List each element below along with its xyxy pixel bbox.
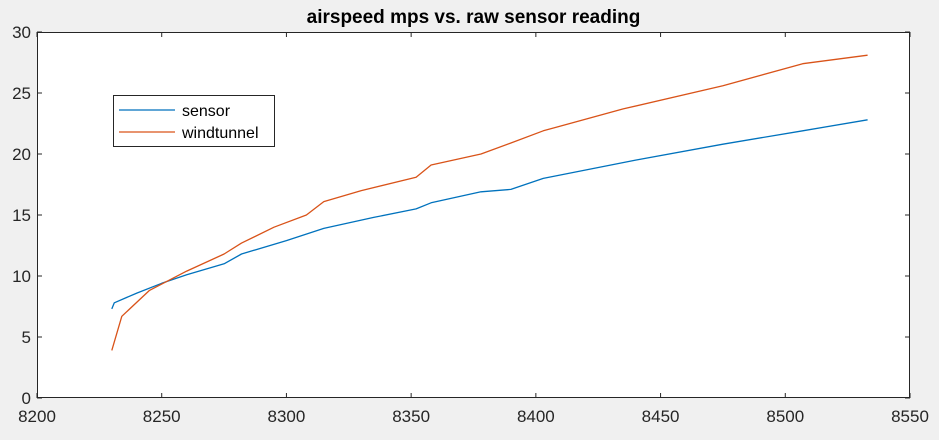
y-tick-label: 10 [12,267,31,286]
legend-label-sensor: sensor [182,103,231,120]
x-tick-label: 8350 [392,407,430,426]
x-tick-label: 8400 [517,407,555,426]
x-tick-label: 8500 [766,407,804,426]
x-tick-label: 8550 [891,407,929,426]
x-tick-label: 8200 [18,407,56,426]
x-tick-label: 8450 [642,407,680,426]
x-axis: 8200 8250 8300 8350 8400 8450 8500 8550 [18,32,929,426]
legend-label-windtunnel: windtunnel [181,125,259,142]
x-tick-label: 8300 [268,407,306,426]
legend: sensor windtunnel [113,95,275,147]
y-tick-label: 25 [12,84,31,103]
y-tick-label: 30 [12,23,31,42]
x-tick-label: 8250 [143,407,181,426]
y-tick-label: 0 [22,389,31,408]
y-axis: 0 5 10 15 20 25 30 [12,23,910,408]
y-tick-label: 15 [12,206,31,225]
chart-title: airspeed mps vs. raw sensor reading [307,7,641,28]
y-tick-label: 20 [12,145,31,164]
plot-area [37,32,910,398]
y-tick-label: 5 [22,328,31,347]
series-layer [111,54,868,351]
series-line-windtunnel [111,54,868,351]
legend-box [113,95,275,147]
series-line-sensor [111,119,868,310]
